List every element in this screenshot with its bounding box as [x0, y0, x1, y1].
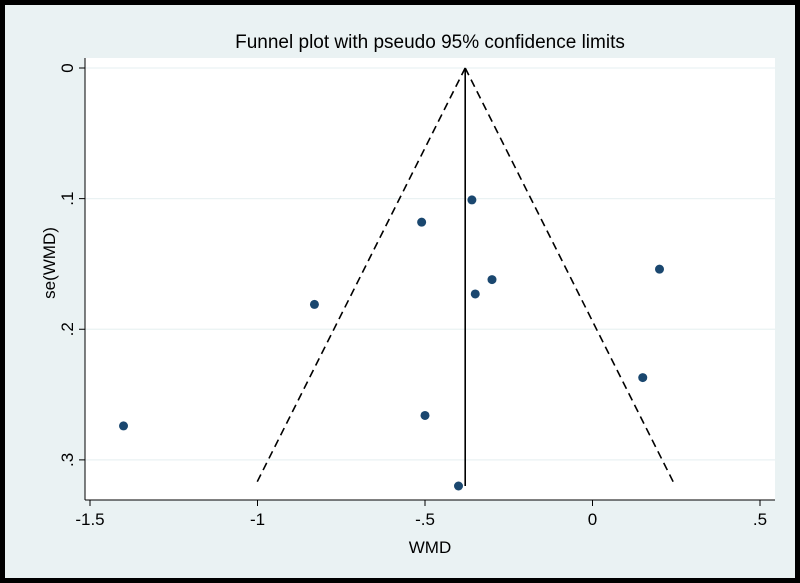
study-point	[487, 275, 497, 285]
y-tick-label: .1	[58, 192, 77, 206]
study-point	[119, 421, 128, 431]
chart-title: Funnel plot with pseudo 95% confidence l…	[235, 32, 625, 53]
y-tick-label: .2	[58, 322, 77, 336]
study-point	[420, 410, 430, 420]
study-point	[454, 481, 463, 491]
study-point	[417, 217, 427, 227]
x-tick-label: -1	[250, 510, 265, 529]
funnel-plot: 0 .1 .2 .3 -1.5 -1 -.5 0 .5 Funnel plot with pseu…	[40, 32, 775, 557]
plot-area	[85, 58, 775, 500]
x-tick-label: .5	[753, 510, 767, 529]
study-point	[638, 373, 648, 383]
study-point	[655, 264, 664, 274]
x-axis-label: WMD	[409, 538, 451, 557]
y-tick-label: .3	[58, 453, 77, 467]
y-axis-label: se(WMD)	[40, 227, 59, 299]
chart-frame: 0 .1 .2 .3 -1.5 -1 -.5 0 .5 Funnel plot with pseu…	[5, 5, 795, 578]
y-tick-label: 0	[58, 63, 77, 72]
study-point	[467, 195, 477, 205]
study-point	[470, 289, 480, 299]
study-point	[309, 299, 319, 309]
x-tick-label: 0	[588, 510, 597, 529]
x-tick-label: -.5	[415, 510, 435, 529]
x-tick-label: -1.5	[75, 510, 104, 529]
